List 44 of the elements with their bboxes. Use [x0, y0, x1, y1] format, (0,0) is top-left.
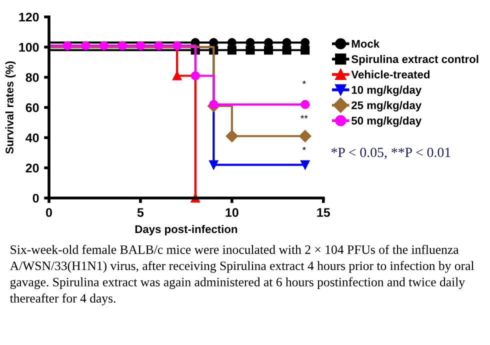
y-tick-label: 120 [19, 12, 39, 22]
point [300, 160, 310, 170]
point [264, 46, 274, 55]
y-tick-label: 100 [19, 42, 39, 52]
x-tick-label: 10 [226, 208, 238, 217]
x-axis-title: Days post-infection [135, 224, 238, 236]
point [227, 46, 236, 55]
point [154, 41, 164, 50]
annotation: * [302, 80, 306, 84]
text: Six-week-old female BALB/c mice were inoculated with 2 × 104 PFUs of the influenza A/WSN/33(H1N1) virus, after receiving Spirulina extract 4 hours prior to infection by oral gavage. Spirulina extract was again administered at 6 hours postinfection and twice daily thereafter for 4 days. [10, 244, 474, 306]
point [81, 41, 90, 50]
legend-label: 50 mg/kg/day [352, 116, 422, 127]
x-tick-label: 5 [137, 208, 144, 217]
point [99, 41, 108, 50]
point [246, 46, 255, 55]
point [209, 160, 218, 170]
y-tick-label: 60 [26, 103, 39, 112]
point [300, 100, 310, 109]
point [190, 71, 200, 80]
y-tick-label: 20 [26, 164, 39, 172]
point [300, 46, 310, 55]
y-tick-label: 0 [32, 194, 39, 203]
point [209, 100, 218, 109]
y-axis-title: Survival rates (%) [5, 61, 16, 154]
x-tick-label: 0 [46, 208, 52, 217]
point [299, 130, 312, 142]
y-tick-label: 80 [26, 73, 39, 82]
point [172, 71, 182, 80]
legend-label: 25 mg/kg/day [352, 101, 422, 112]
legend-label: Mock [352, 40, 380, 48]
point [282, 46, 292, 55]
annotation: ** [300, 115, 308, 118]
point [118, 41, 127, 50]
text: *P < 0.05, **P < 0.01 [331, 148, 450, 160]
point [172, 41, 182, 50]
point [226, 130, 238, 142]
legend-label: 10 mg/kg/day [352, 86, 422, 96]
point [136, 41, 145, 50]
legend-label: Spirulina extract control [351, 54, 478, 66]
x-tick-label: 15 [317, 208, 330, 217]
y-tick-label: 40 [26, 133, 39, 142]
point [62, 41, 72, 50]
annotation: * [302, 146, 306, 150]
legend-label: Vehicle-treated [351, 70, 430, 78]
